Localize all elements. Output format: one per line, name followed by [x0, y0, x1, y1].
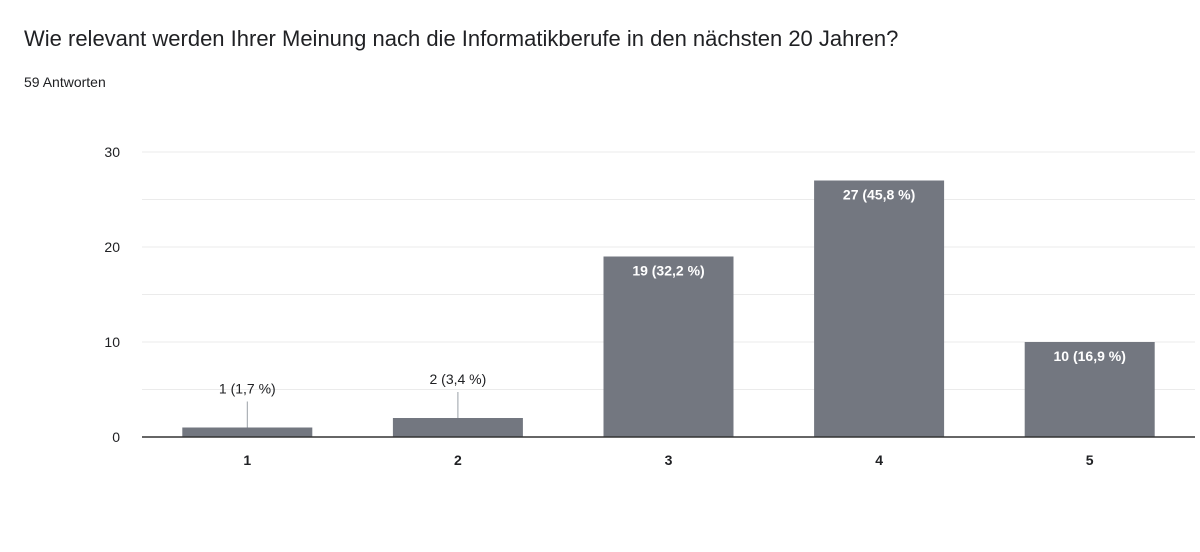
x-tick-label: 1: [243, 452, 251, 468]
response-count: 59 Antworten: [24, 74, 106, 90]
bar: [182, 427, 313, 437]
y-tick-label: 10: [104, 334, 120, 350]
data-label: 1 (1,7 %): [219, 381, 276, 397]
bar: [603, 256, 734, 437]
data-label: 10 (16,9 %): [1054, 348, 1126, 364]
question-title: Wie relevant werden Ihrer Meinung nach d…: [24, 26, 899, 51]
x-tick-label: 2: [454, 452, 462, 468]
x-tick-label: 3: [665, 452, 673, 468]
data-label: 19 (32,2 %): [632, 263, 704, 279]
y-tick-label: 0: [112, 429, 120, 445]
bar: [814, 180, 945, 437]
y-tick-label: 30: [104, 144, 120, 160]
data-label: 27 (45,8 %): [843, 187, 915, 203]
x-tick-label: 4: [875, 452, 883, 468]
x-tick-label: 5: [1086, 452, 1094, 468]
bar: [1024, 342, 1155, 437]
data-label: 2 (3,4 %): [429, 371, 486, 387]
bar: [392, 418, 523, 437]
y-tick-label: 20: [104, 239, 120, 255]
